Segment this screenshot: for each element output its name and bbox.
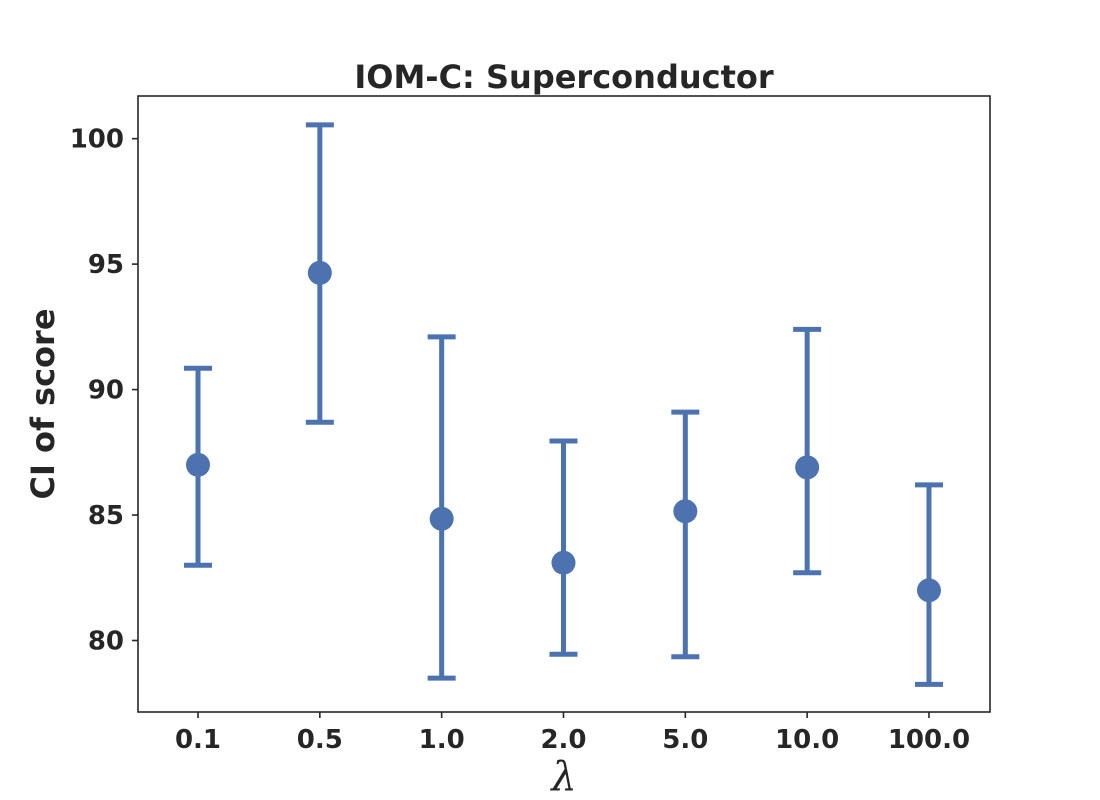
data-point: [916, 578, 941, 603]
x-tick-label: 1.0: [419, 725, 465, 755]
x-tick-label: 0.5: [297, 725, 343, 755]
y-tick-label: 85: [88, 501, 124, 531]
data-point: [795, 455, 820, 480]
x-tick-label: 5.0: [662, 725, 708, 755]
x-axis-ticks: 0.1 0.5 1.0 2.0 5.0 10.0 100.0: [175, 712, 970, 755]
data-point: [429, 506, 454, 531]
x-tick-label: 2.0: [540, 725, 586, 755]
data-point: [673, 499, 698, 524]
data-point: [186, 452, 210, 477]
y-tick-label: 80: [88, 626, 124, 656]
x-tick-label: 10.0: [775, 725, 839, 755]
x-axis-label: λ: [549, 754, 576, 800]
data-marks: [184, 122, 943, 687]
x-tick-label: 100.0: [888, 725, 970, 755]
plot-frame: [137, 95, 991, 713]
y-axis-ticks: 80 85 90 95 100: [70, 125, 138, 656]
y-axis-label: CI of score: [24, 308, 62, 499]
chart-title: IOM-C: Superconductor: [354, 58, 774, 96]
data-point: [551, 550, 576, 575]
x-tick-label: 0.1: [175, 725, 221, 755]
data-point: [307, 260, 332, 285]
y-tick-label: 100: [70, 125, 124, 155]
y-tick-label: 95: [88, 250, 124, 280]
y-tick-label: 90: [88, 376, 124, 406]
